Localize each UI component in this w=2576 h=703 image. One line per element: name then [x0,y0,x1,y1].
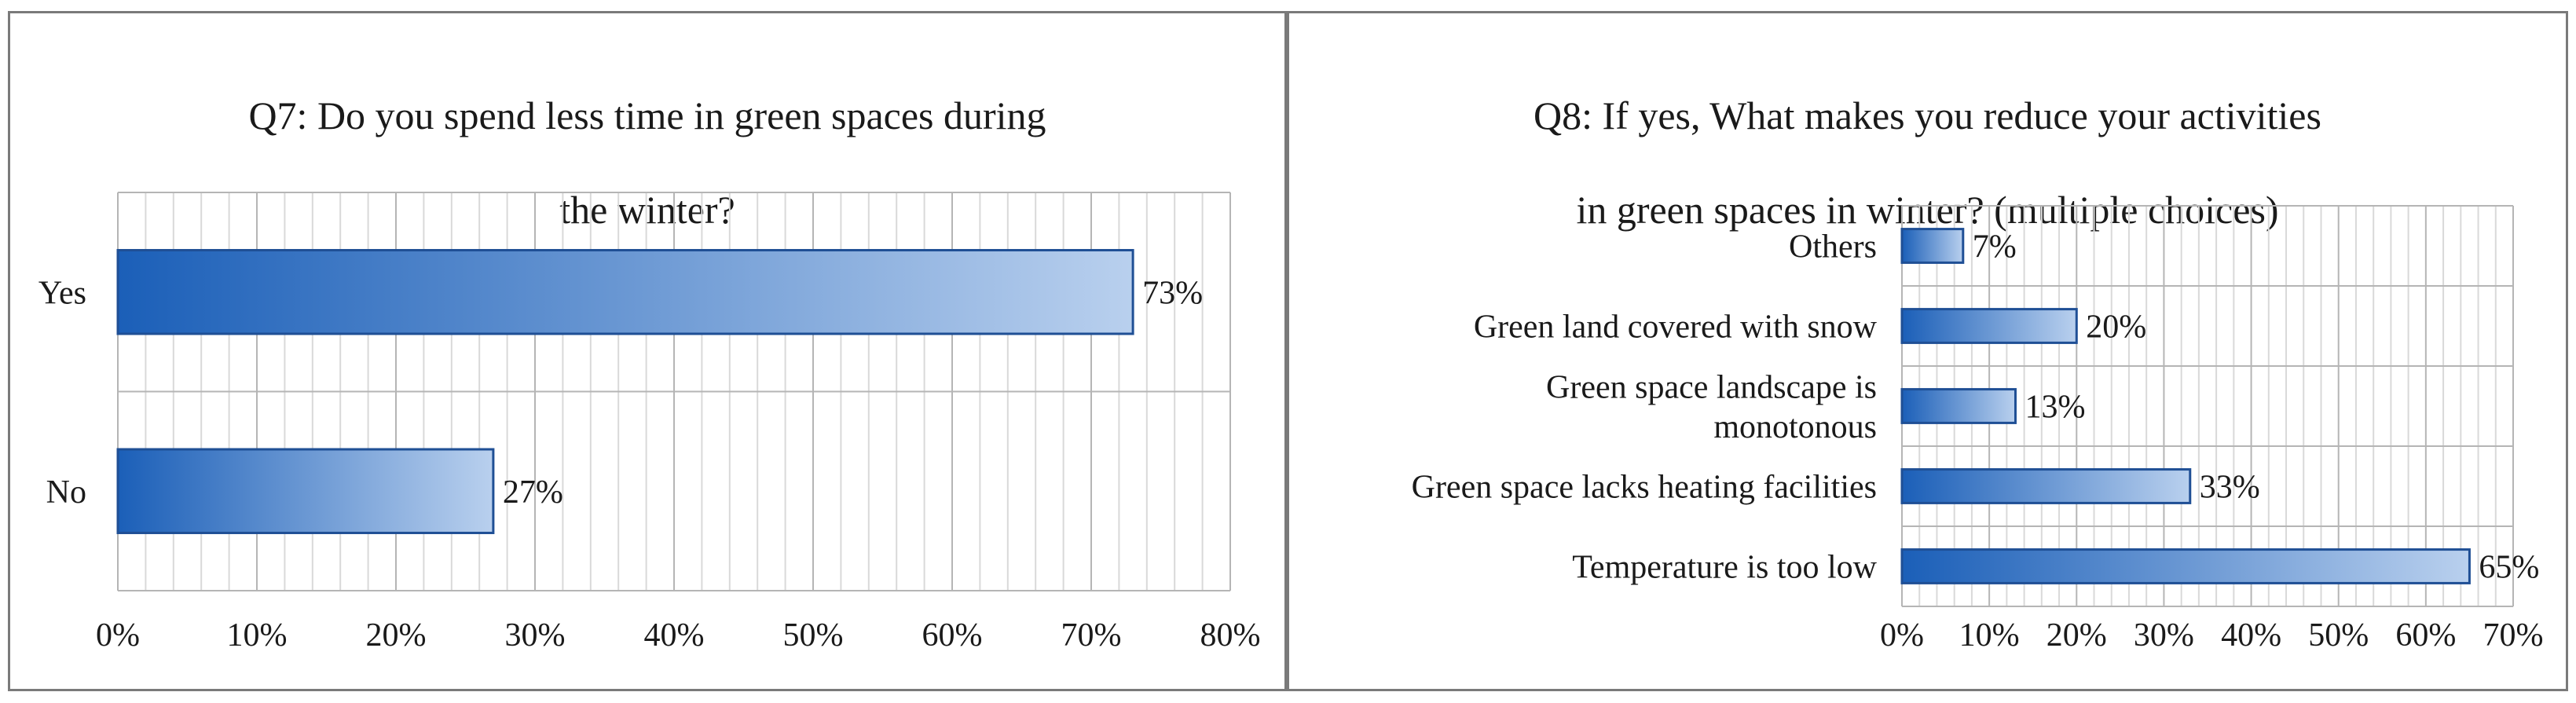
q7-x-tick-label: 60% [922,617,983,654]
q8-x-tick-label: 60% [2395,617,2456,654]
q8-category-label: monotonous [1713,409,1877,445]
q8-x-tick-label: 0% [1880,617,1924,654]
q7-bar [116,249,1134,335]
q7-bar [116,448,495,534]
q8-bar [1900,468,2192,504]
q8-bar [1900,548,2471,584]
q8-x-tick-label: 70% [2483,617,2544,654]
q8-value-label: 7% [1973,229,2017,265]
q8-title-line-1: Q8: If yes, What makes you reduce your a… [1534,93,2321,137]
q8-value-label: 20% [2086,309,2146,346]
q8-bar-chart: 0% 10% 20% 30% 40% 50% 60% 70% 7% Others 20% Green … [1412,205,2544,654]
q8-chart-title: Q8: If yes, What makes you reduce your a… [1289,45,2566,233]
q8-category-label: Temperature is too low [1572,550,1877,586]
q7-title-line-1: Q7: Do you spend less time in green spac… [248,93,1046,137]
q7-value-label: 73% [1142,275,1203,311]
q7-title-line-2: the winter? [559,188,735,232]
q7-chart-panel: Q7: Do you spend less time in green spac… [8,11,1287,691]
q7-x-tick-label: 20% [366,617,427,654]
q7-value-label: 27% [503,474,563,511]
q8-bar [1900,388,2017,424]
q8-category-label: Green space lacks heating facilities [1412,470,1877,506]
q8-title-line-2: in green spaces in winter? (multiple cho… [1576,188,2279,232]
q8-chart-panel: Q8: If yes, What makes you reduce your a… [1287,11,2568,691]
q8-value-label: 33% [2200,470,2260,506]
q7-category-label: No [46,474,86,511]
q8-category-label: Green space landscape is [1546,370,1877,406]
q8-category-label: Green land covered with snow [1474,309,1878,346]
q7-x-tick-label: 10% [227,617,288,654]
q8-x-tick-label: 20% [2047,617,2107,654]
q7-x-tick-label: 30% [505,617,566,654]
q7-x-tick-label: 40% [644,617,705,654]
q7-chart-title: Q7: Do you spend less time in green spac… [10,45,1284,233]
q7-category-label: Yes [38,275,86,311]
q8-category-label: Others [1789,229,1877,265]
q7-x-tick-label: 0% [96,617,140,654]
q7-x-tick-label: 50% [783,617,844,654]
q8-x-tick-label: 30% [2134,617,2194,654]
q7-x-tick-label: 70% [1061,617,1122,654]
q8-value-label: 65% [2479,550,2539,586]
q8-x-tick-label: 40% [2221,617,2281,654]
q8-x-tick-label: 10% [1959,617,2020,654]
q7-bar-chart: 0% 10% 20% 30% 40% 50% 60% 70% 80% 73% Yes 27% No [38,192,1261,654]
q7-x-tick-label: 80% [1200,617,1261,654]
q8-bar [1900,308,2078,344]
q8-value-label: 13% [2025,390,2085,426]
q8-bar [1900,228,1965,264]
q8-x-tick-label: 50% [2308,617,2369,654]
